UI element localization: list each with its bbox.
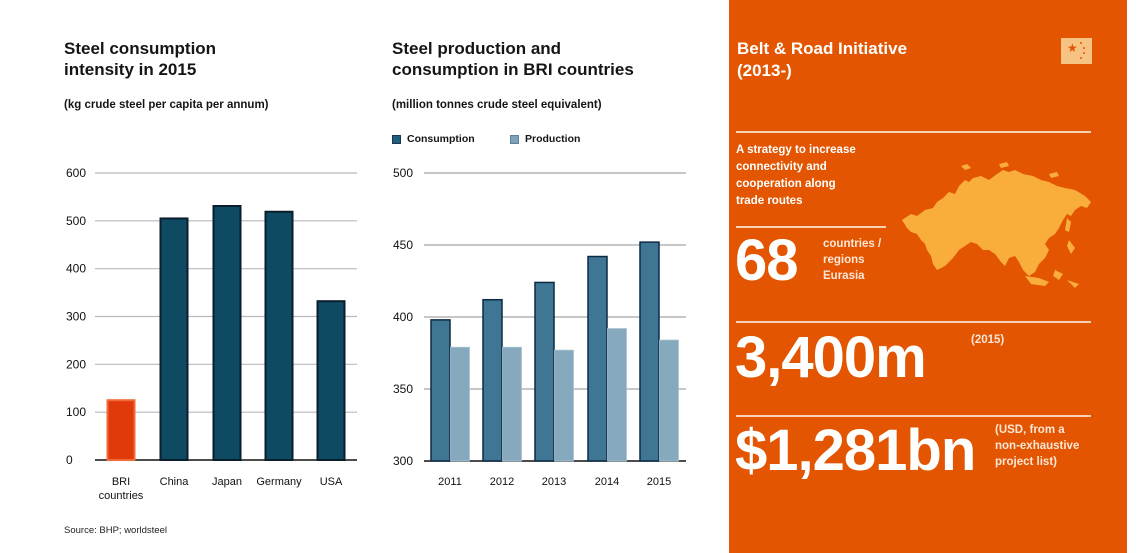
stat-value-3400m: 3,400m [735,325,927,390]
right-chart-title: Steel production and consumption in BRI … [392,38,634,80]
bar-production-2011 [450,346,470,462]
stat-investment-value: $1,281bn [735,418,976,483]
flag-small-star [1080,42,1082,44]
x-tick-label: 2015 [647,476,671,488]
bar-consumption-2012 [482,298,503,462]
flag-star-icon: ★ [1067,41,1078,55]
x-tick-label: 2012 [490,476,514,488]
x-tick-label: Japan [212,476,242,488]
panel-divider [736,321,1091,323]
y-tick-label: 400 [393,310,413,324]
note-line: (2015) [971,334,1005,346]
left-chart-title-line2: intensity in 2015 [64,60,197,79]
bar-consumption-2011 [430,319,451,462]
stat-3400m-note: (2015) [971,332,1004,348]
bar-production-2015 [659,339,679,462]
note-line: countries / [823,238,882,250]
left-chart-title: Steel consumption intensity in 2015 [64,38,216,80]
panel-title: Belt & Road Initiative (2013-) [737,38,907,82]
left-chart-subtitle: (kg crude steel per capita per annum) [64,99,269,111]
description-line: trade routes [736,195,803,207]
panel-divider [736,226,886,228]
y-tick-label: 300 [393,454,413,468]
right-chart-title-line1: Steel production and [392,39,562,58]
bar-china [159,217,189,461]
legend-swatch-production [510,134,519,144]
bar-production-2013 [554,349,574,462]
x-tick-label: USA [320,476,343,488]
description-line: connectivity and [736,161,827,173]
x-tick-label: BRI [112,476,130,488]
stat-countries-note: countries / regions Eurasia [823,236,881,284]
source-note: Source: BHP; worldsteel [64,525,167,536]
flag-small-star [1083,47,1085,49]
china-flag-icon: ★ [1061,38,1092,64]
y-tick-label: 100 [66,405,86,419]
y-tick-label: 350 [393,382,413,396]
flag-small-star [1083,52,1085,54]
right-chart-title-line2: consumption in BRI countries [392,60,634,79]
y-tick-label: 450 [393,238,413,252]
note-line: non-exhaustive [995,440,1080,452]
note-line: (USD, from a [995,424,1065,436]
stat-investment-note: (USD, from a non-exhaustive project list… [995,422,1079,470]
note-line: regions [823,254,865,266]
y-tick-label: 500 [393,166,413,180]
left-bar-chart: 0 100 200 300 400 500 600 BRI countries China Japa… [66,166,357,502]
x-tick-label: China [160,476,190,488]
left-chart-title-line1: Steel consumption [64,39,217,58]
legend-production: Production [510,133,580,145]
description-line: cooperation along [736,178,836,190]
legend-consumption: Consumption [392,133,475,145]
description-line: A strategy to increase [736,144,856,156]
x-tick-label: 2011 [438,476,462,488]
bri-info-panel: Belt & Road Initiative (2013-) ★ A strat… [729,0,1127,553]
x-tick-label: 2014 [595,476,619,488]
bar-production-2014 [607,328,627,462]
y-tick-label: 0 [66,453,73,467]
panel-title-line1: Belt & Road Initiative [737,39,908,58]
panel-divider [736,415,1091,417]
right-grouped-bar-chart: 300 350 400 450 500 2011 2012 2013 2014 2015 [393,166,686,488]
legend-label-production: Production [525,133,581,145]
legend-label-consumption: Consumption [407,133,475,145]
flag-small-star [1080,57,1082,59]
legend-swatch-consumption [392,134,401,144]
bar-bri-countries [106,399,136,462]
x-tick-label: Germany [256,476,302,488]
y-tick-label: 300 [66,310,86,324]
x-tick-label: countries [99,490,144,502]
bar-germany [264,210,294,461]
right-chart-subtitle: (million tonnes crude steel equivalent) [392,99,602,111]
stat-countries-value: 68 [735,228,799,293]
bar-consumption-2014 [587,255,608,462]
bar-usa [316,300,346,461]
note-line: project list) [995,456,1057,468]
panel-divider [736,131,1091,133]
y-tick-label: 400 [66,262,86,276]
note-line: Eurasia [823,270,865,282]
bar-consumption-2015 [639,241,660,462]
bar-consumption-2013 [534,281,555,462]
bar-japan [212,205,242,461]
x-tick-label: 2013 [542,476,566,488]
eurasia-map-icon [902,162,1091,288]
y-tick-label: 200 [66,357,86,371]
panel-title-line2: (2013-) [737,61,792,80]
y-tick-label: 500 [66,214,86,228]
panel-description: A strategy to increase connectivity and … [736,142,906,210]
y-tick-label: 600 [66,166,86,180]
bar-production-2012 [502,346,522,462]
